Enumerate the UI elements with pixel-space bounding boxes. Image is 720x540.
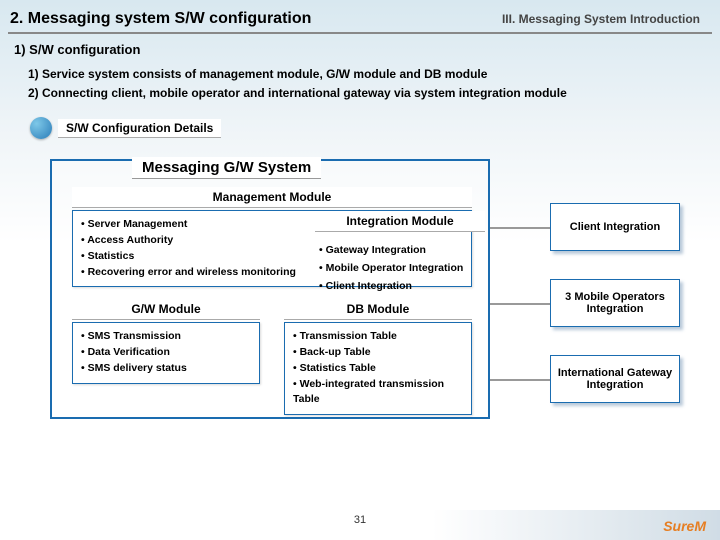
brand-logo: SureM	[663, 518, 706, 534]
bullet-1: 1) Service system consists of management…	[28, 65, 720, 84]
list-item: • Transmission Table	[293, 329, 463, 345]
architecture-diagram: Messaging G/W System Management Module •…	[50, 149, 700, 439]
integration-module: Integration Module • Gateway Integration…	[315, 211, 485, 296]
client-integration-box: Client Integration	[550, 203, 680, 251]
list-item: • Gateway Integration	[319, 242, 485, 260]
connector-line	[490, 227, 550, 229]
section-heading: 1) S/W configuration	[0, 34, 720, 61]
db-module: DB Module • Transmission Table • Back-up…	[284, 299, 472, 415]
connector-line	[490, 379, 550, 381]
module-heading: G/W Module	[72, 299, 260, 320]
bullet-2: 2) Connecting client, mobile operator an…	[28, 84, 720, 103]
bullet-list: 1) Service system consists of management…	[0, 61, 720, 111]
mobile-operators-box: 3 Mobile Operators Integration	[550, 279, 680, 327]
list-item: • Data Verification	[81, 345, 251, 361]
list-item: • SMS Transmission	[81, 329, 251, 345]
gw-module: G/W Module • SMS Transmission • Data Ver…	[72, 299, 260, 415]
chapter-label: III. Messaging System Introduction	[502, 12, 700, 26]
gw-system-title: Messaging G/W System	[132, 157, 321, 179]
list-item: • SMS delivery status	[81, 361, 251, 377]
list-item: • Client Integration	[319, 278, 485, 296]
list-item: • Back-up Table	[293, 345, 463, 361]
module-heading: Integration Module	[315, 211, 485, 232]
list-item: • Statistics Table	[293, 361, 463, 377]
globe-icon	[30, 117, 52, 139]
module-heading: DB Module	[284, 299, 472, 320]
brand-accent: M	[694, 518, 706, 534]
page-number: 31	[354, 514, 366, 526]
connector-line	[490, 303, 550, 305]
page-title: 2. Messaging system S/W configuration	[10, 10, 311, 28]
details-label: S/W Configuration Details	[58, 119, 221, 138]
module-heading: Management Module	[72, 187, 472, 208]
module-body: • Transmission Table • Back-up Table • S…	[284, 322, 472, 415]
list-item: • Mobile Operator Integration	[319, 260, 485, 278]
module-body: • SMS Transmission • Data Verification •…	[72, 322, 260, 383]
intl-gateway-box: International Gateway Integration	[550, 355, 680, 403]
module-body: • Gateway Integration • Mobile Operator …	[315, 242, 485, 296]
list-item: • Web-integrated transmission Table	[293, 377, 463, 409]
